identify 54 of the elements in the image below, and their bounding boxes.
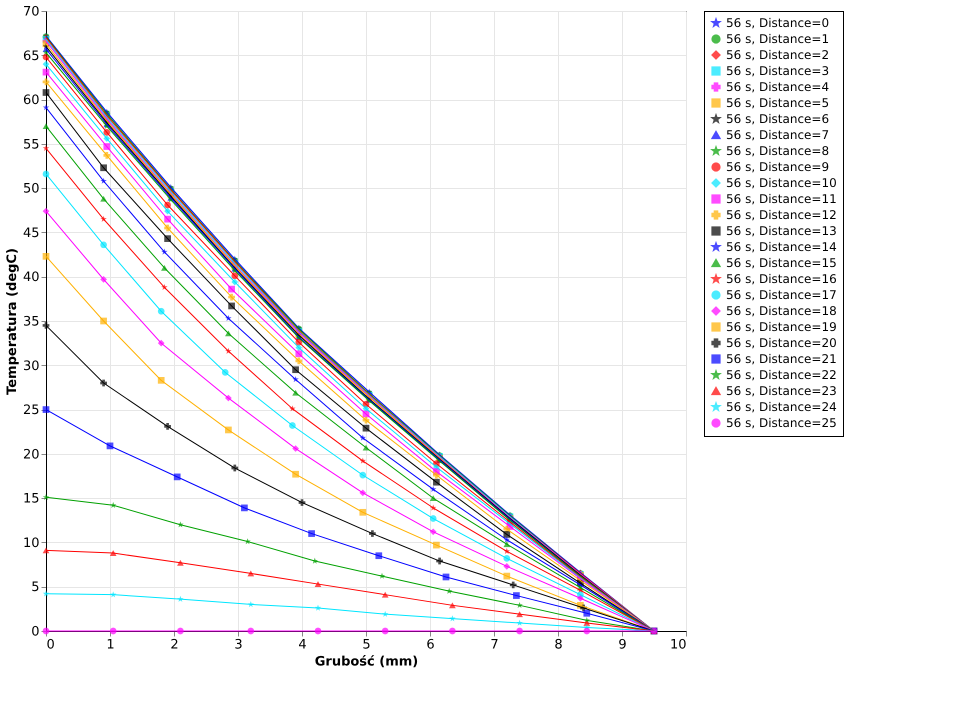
x-tick-label: 0 [46,638,55,652]
x-axis-title: Grubość (mm) [314,654,418,670]
legend-label: 56 s, Distance=22 [726,368,837,382]
x-tick-label: 9 [618,638,627,652]
legend-label: 56 s, Distance=0 [726,16,830,30]
legend-label: 56 s, Distance=11 [726,192,837,206]
legend-label: 56 s, Distance=23 [726,384,837,398]
y-tick-label: 50 [22,182,40,197]
y-tick-label: 55 [22,137,40,152]
y-tick-label: 15 [22,492,40,507]
x-tick-label: 4 [298,638,307,652]
x-tick-label: 10 [670,638,686,652]
legend-label: 56 s, Distance=17 [726,288,837,302]
y-tick-label: 65 [22,48,40,64]
y-tick-label: 30 [22,358,40,374]
x-tick-label: 7 [490,638,499,652]
x-tick-label: 8 [554,638,563,652]
y-tick-label: 20 [22,447,40,462]
legend-label: 56 s, Distance=15 [726,256,837,270]
y-tick-label: 40 [22,270,40,286]
legend-label: 56 s, Distance=20 [726,336,837,350]
legend-label: 56 s, Distance=4 [726,80,830,94]
legend-label: 56 s, Distance=1 [726,32,830,46]
legend-label: 56 s, Distance=9 [726,160,830,174]
legend-label: 56 s, Distance=16 [726,272,837,286]
x-tick-label: 2 [170,638,179,652]
x-tick-label: 6 [426,638,435,652]
legend-label: 56 s, Distance=6 [726,112,830,126]
legend-label: 56 s, Distance=3 [726,64,830,78]
legend-label: 56 s, Distance=19 [726,320,837,334]
x-tick-label: 1 [106,638,115,652]
legend-label: 56 s, Distance=10 [726,176,837,190]
y-tick-label: 45 [22,226,40,241]
legend-label: 56 s, Distance=25 [726,416,837,430]
legend-label: 56 s, Distance=5 [726,96,830,110]
legend-label: 56 s, Distance=2 [726,48,830,62]
legend-label: 56 s, Distance=13 [726,224,837,238]
legend-label: 56 s, Distance=21 [726,352,837,366]
y-tick-label: 10 [22,536,40,551]
x-tick-label: 5 [362,638,371,652]
y-tick-label: 0 [31,624,40,640]
legend-label: 56 s, Distance=14 [726,240,837,254]
y-tick-label: 60 [22,93,40,108]
y-axis-title: Temperatura (degC) [4,248,20,395]
y-tick-label: 25 [22,403,40,418]
y-tick-label: 70 [22,4,40,20]
legend-label: 56 s, Distance=24 [726,400,837,414]
legend-label: 56 s, Distance=12 [726,208,837,222]
x-tick-label: 3 [234,638,243,652]
legend-label: 56 s, Distance=8 [726,144,830,158]
legend-label: 56 s, Distance=18 [726,304,837,318]
legend-label: 56 s, Distance=7 [726,128,830,142]
y-tick-label: 35 [22,314,40,330]
y-tick-label: 5 [31,580,40,596]
